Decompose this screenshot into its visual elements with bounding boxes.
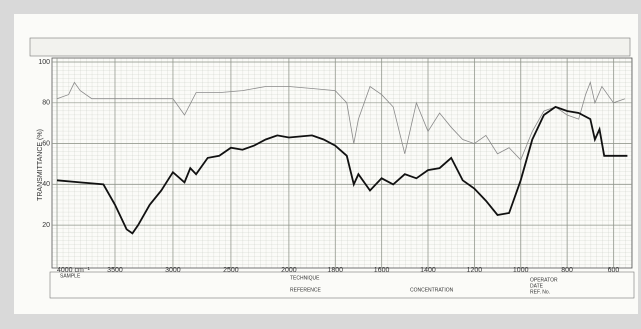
y-tick-label: 80 bbox=[42, 100, 50, 107]
form-field: SAMPLE bbox=[60, 273, 81, 279]
form-field: REF. No. bbox=[530, 289, 550, 295]
form-field: CONCENTRATION bbox=[410, 287, 454, 293]
y-tick-label: 40 bbox=[42, 181, 50, 188]
y-tick-label: 20 bbox=[42, 222, 50, 229]
header-strip bbox=[30, 38, 630, 56]
y-tick-label: 60 bbox=[42, 140, 50, 147]
form-field: TECHNIQUE bbox=[290, 275, 320, 281]
form-field: REFERENCE bbox=[290, 287, 322, 293]
spectrum-chart: TRANSMITTANCE (%) 100806040204000 cm⁻¹35… bbox=[0, 0, 641, 324]
plot-area bbox=[52, 58, 632, 268]
y-tick-label: 100 bbox=[38, 59, 50, 66]
